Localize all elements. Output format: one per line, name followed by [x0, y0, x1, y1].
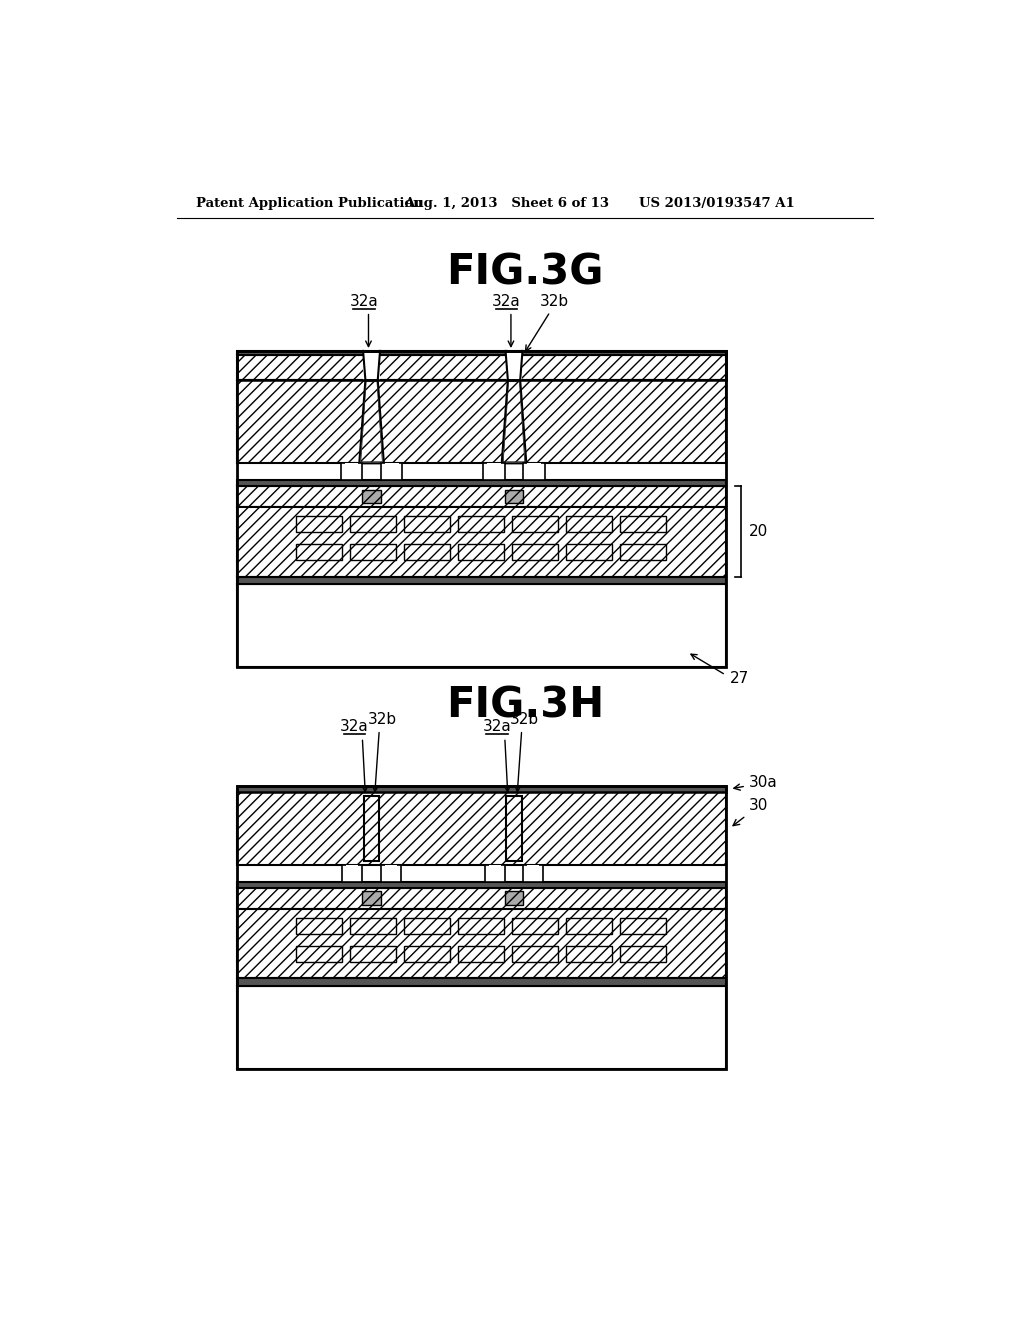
Bar	[237, 882, 726, 887]
Bar	[512, 516, 558, 532]
Bar	[620, 946, 666, 961]
Bar	[505, 490, 523, 503]
Bar	[237, 986, 726, 1069]
Bar	[362, 490, 381, 503]
Bar	[505, 891, 523, 906]
Bar	[345, 463, 358, 474]
Bar	[565, 919, 611, 933]
Bar	[512, 946, 558, 961]
Text: 32b: 32b	[510, 711, 540, 726]
Text: Aug. 1, 2013   Sheet 6 of 13: Aug. 1, 2013 Sheet 6 of 13	[403, 197, 609, 210]
Bar	[620, 516, 666, 532]
Polygon shape	[503, 381, 524, 462]
Bar	[237, 978, 726, 986]
Bar	[403, 544, 451, 560]
Bar	[342, 866, 362, 882]
Bar	[237, 480, 726, 486]
Bar	[527, 866, 540, 876]
Text: 20: 20	[749, 524, 768, 539]
Bar	[565, 516, 611, 532]
Bar	[237, 792, 726, 866]
Bar	[523, 463, 545, 480]
Bar	[237, 486, 726, 507]
Bar	[381, 463, 402, 480]
Bar	[237, 785, 726, 792]
Bar	[458, 919, 504, 933]
Bar	[237, 577, 726, 585]
Bar	[237, 785, 726, 1069]
Bar	[237, 585, 726, 668]
Bar	[237, 380, 726, 463]
Bar	[565, 544, 611, 560]
Text: 27: 27	[730, 672, 749, 686]
Bar	[527, 463, 541, 474]
Bar	[385, 866, 397, 876]
Bar	[512, 544, 558, 560]
Text: 32a: 32a	[340, 719, 369, 734]
Bar	[237, 887, 726, 909]
Bar	[403, 919, 451, 933]
Text: 32a: 32a	[492, 293, 520, 309]
Bar	[458, 544, 504, 560]
Text: US 2013/0193547 A1: US 2013/0193547 A1	[639, 197, 795, 210]
Text: 32b: 32b	[368, 711, 397, 726]
Bar	[362, 891, 381, 906]
Text: 32a: 32a	[349, 293, 378, 309]
Bar	[341, 463, 362, 480]
Bar	[381, 866, 400, 882]
Bar	[403, 946, 451, 961]
Bar	[364, 351, 380, 380]
Bar	[620, 919, 666, 933]
Bar	[620, 544, 666, 560]
Polygon shape	[360, 381, 382, 462]
Text: FIG.3G: FIG.3G	[446, 251, 603, 293]
Bar	[458, 946, 504, 961]
Bar	[296, 544, 342, 560]
Bar	[458, 516, 504, 532]
Bar	[350, 516, 396, 532]
Bar	[237, 909, 726, 978]
Bar	[506, 796, 521, 862]
Text: FIG.3H: FIG.3H	[445, 684, 604, 726]
Bar	[385, 463, 398, 474]
Bar	[512, 919, 558, 933]
Bar	[350, 946, 396, 961]
Bar	[346, 866, 358, 876]
Bar	[237, 355, 726, 380]
Bar	[487, 463, 501, 474]
Bar	[237, 507, 726, 577]
Polygon shape	[502, 380, 526, 463]
Bar	[237, 351, 726, 355]
Bar	[488, 866, 501, 876]
Bar	[296, 516, 342, 532]
Bar	[350, 919, 396, 933]
Bar	[483, 463, 505, 480]
Text: 30a: 30a	[734, 775, 777, 791]
Bar	[296, 946, 342, 961]
Bar	[565, 946, 611, 961]
Bar	[237, 351, 726, 668]
Polygon shape	[359, 380, 384, 463]
Bar	[403, 516, 451, 532]
Text: 32a: 32a	[482, 719, 511, 734]
Bar	[350, 544, 396, 560]
Text: 32b: 32b	[540, 293, 568, 309]
Bar	[296, 919, 342, 933]
Bar	[484, 866, 505, 882]
Text: 30: 30	[733, 799, 768, 825]
Bar	[523, 866, 544, 882]
Text: Patent Application Publication: Patent Application Publication	[196, 197, 423, 210]
Bar	[506, 351, 522, 380]
Bar	[364, 796, 379, 862]
